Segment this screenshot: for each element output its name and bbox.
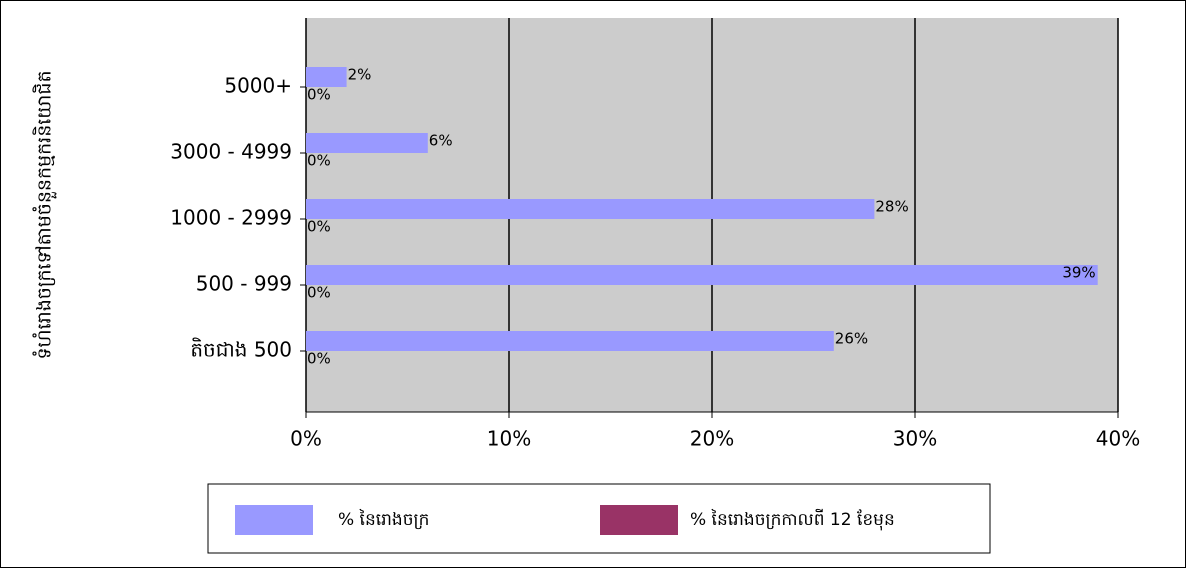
y-tick-label: 3000 - 4999 xyxy=(170,140,292,164)
value-label: 39% xyxy=(1062,264,1095,282)
legend-label: % នៃរោងចក្រកាលពី 12 ខែមុន xyxy=(690,508,895,531)
legend-swatch xyxy=(235,505,313,535)
bar xyxy=(306,67,347,87)
bar xyxy=(306,265,1098,285)
y-tick-label: 5000+ xyxy=(224,74,292,98)
bar xyxy=(306,331,834,351)
x-tick-label: 20% xyxy=(690,427,734,451)
value-label: 0% xyxy=(307,350,331,368)
bar xyxy=(306,199,875,219)
legend-swatch xyxy=(600,505,678,535)
value-label: 0% xyxy=(307,218,331,236)
value-label: 26% xyxy=(835,330,868,348)
x-tick-label: 0% xyxy=(290,427,322,451)
value-label: 28% xyxy=(875,198,908,216)
value-label: 6% xyxy=(429,132,453,150)
value-label: 0% xyxy=(307,284,331,302)
x-tick-label: 10% xyxy=(487,427,531,451)
value-label: 0% xyxy=(307,152,331,170)
y-tick-label: តិចជាង 500 xyxy=(190,337,292,362)
bar xyxy=(306,133,428,153)
legend-label: % នៃរោងចក្រ xyxy=(338,508,429,530)
value-label: 2% xyxy=(348,66,372,84)
x-tick-label: 30% xyxy=(893,427,937,451)
y-tick-label: 500 - 999 xyxy=(196,272,292,296)
legend-box xyxy=(207,483,991,554)
y-axis-label: ទំហំរោងចក្រទៅតាមចំនួនកម្មករនិយោជិត xyxy=(32,70,58,359)
x-tick-label: 40% xyxy=(1096,427,1140,451)
value-label: 0% xyxy=(307,86,331,104)
y-tick-label: 1000 - 2999 xyxy=(170,206,292,230)
